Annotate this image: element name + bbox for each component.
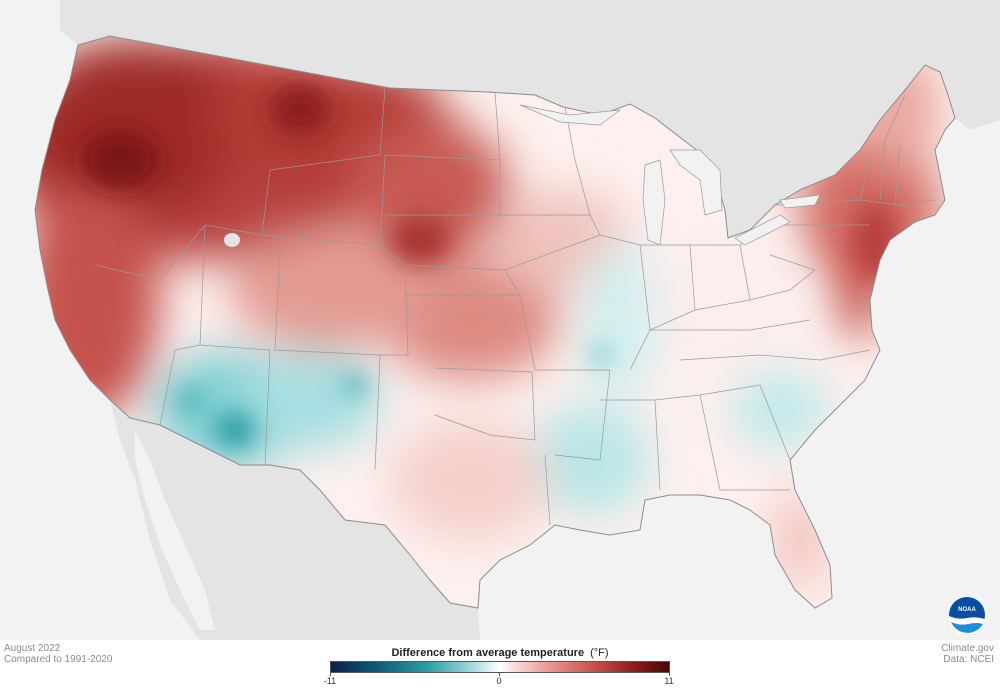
footer: August 2022 Compared to 1991-2020 Climat… <box>0 640 1000 690</box>
legend-color-bar <box>330 661 670 673</box>
legend-unit: (°F) <box>590 647 609 659</box>
noaa-logo-text: NOAA <box>958 607 976 613</box>
legend-tick-min <box>330 673 331 676</box>
legend-mid-label: 0 <box>496 676 502 686</box>
temperature-anomaly-map <box>0 0 1000 640</box>
great-salt-lake <box>224 233 240 247</box>
date-label: August 2022 <box>4 643 61 654</box>
legend-title: Difference from average temperature (°F) <box>330 647 670 659</box>
legend-tick-mid <box>499 673 500 676</box>
mexico-landmass <box>110 400 480 640</box>
legend-tick-max <box>669 673 670 676</box>
data-source-label: Data: NCEI <box>943 654 994 665</box>
great-lakes <box>519 104 821 246</box>
baseline-label: Compared to 1991-2020 <box>4 654 113 665</box>
legend-max-label: 11 <box>664 676 674 686</box>
source-site-link[interactable]: Climate.gov <box>941 643 994 654</box>
noaa-logo-icon: NOAA <box>948 597 985 634</box>
canada-landmass <box>60 0 1000 238</box>
legend-min-label: -11 <box>323 676 337 686</box>
baja-peninsula <box>135 430 215 630</box>
legend-title-text: Difference from average temperature <box>391 647 585 659</box>
